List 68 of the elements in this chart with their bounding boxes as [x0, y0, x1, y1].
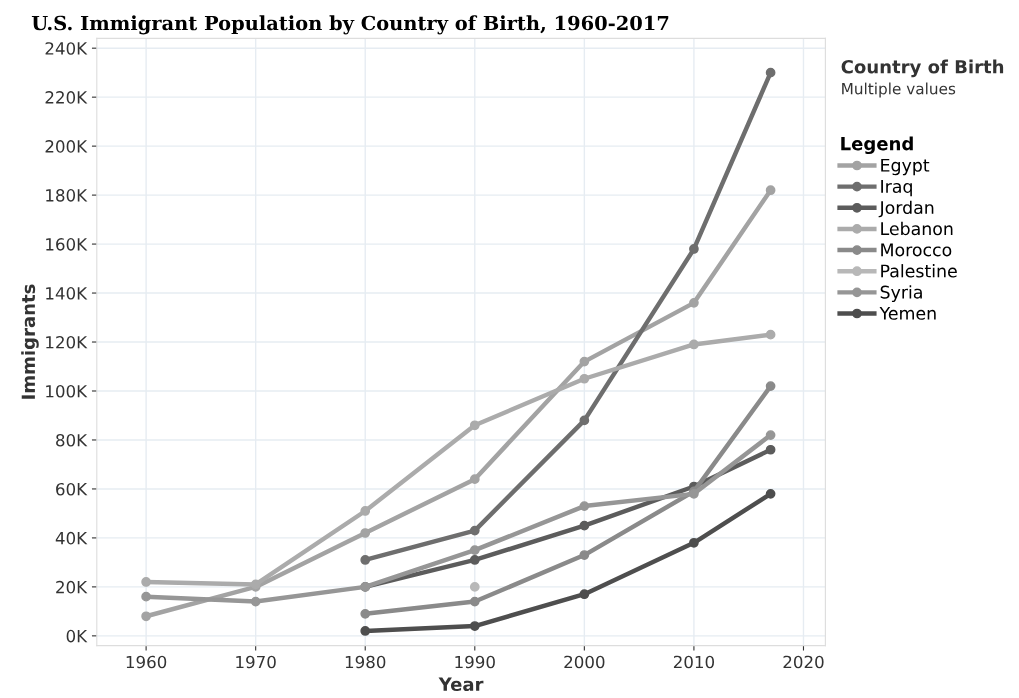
point	[765, 381, 776, 391]
point	[250, 596, 261, 607]
point	[765, 67, 776, 78]
x-tick-label: 1970	[236, 655, 276, 669]
point	[689, 244, 699, 254]
point	[469, 555, 480, 565]
y-tick-label: 20K	[56, 580, 88, 594]
point	[141, 611, 151, 622]
text: Country of Birth	[841, 59, 1004, 78]
x-tick-label: 2020	[783, 655, 824, 669]
y-tick-label: 120K	[46, 335, 88, 349]
y-tick-label: 160K	[46, 238, 88, 251]
x-tick-label: 2010	[673, 655, 715, 669]
x-tick-label: 1980	[345, 655, 386, 669]
point	[469, 474, 480, 485]
point	[469, 596, 480, 607]
y-tick-label: 0K	[66, 629, 88, 643]
point	[765, 185, 776, 196]
legend-label: Lebanon	[881, 221, 953, 236]
y-tick-label: 180K	[46, 189, 88, 202]
point	[579, 373, 590, 384]
y-tick-label: 40K	[55, 531, 88, 545]
point	[579, 501, 590, 511]
point	[765, 329, 776, 340]
y-tick-label: 100K	[46, 384, 88, 398]
y-tick-label: 200K	[45, 140, 88, 153]
legend-title: Legend	[841, 136, 913, 155]
x-tick-label: 1960	[126, 655, 167, 669]
text: Multiple values	[842, 82, 956, 98]
point	[360, 528, 371, 538]
y-tick-label: 240K	[45, 42, 88, 55]
y-tick-label: 140K	[46, 287, 88, 300]
legend-label: Jordan	[878, 200, 934, 218]
x-axis-title: Year	[438, 677, 484, 692]
y-axis-title: Immigrants	[21, 284, 39, 399]
point	[469, 420, 480, 431]
point	[141, 591, 151, 602]
x-tick-label: 2000	[564, 655, 605, 669]
y-tick-label: 80K	[56, 433, 88, 447]
legend-label: Egypt	[881, 158, 930, 176]
legend-label: Iraq	[881, 180, 912, 197]
point	[360, 555, 371, 565]
legend-label: Syria	[880, 285, 922, 303]
point	[579, 520, 590, 531]
point	[360, 506, 371, 516]
point	[689, 297, 699, 308]
y-tick-label: 60K	[56, 482, 88, 496]
legend-label: Morocco	[881, 243, 952, 257]
point	[360, 626, 371, 636]
point	[469, 621, 480, 631]
x-tick-label: 1990	[455, 655, 495, 669]
point	[141, 577, 151, 587]
point	[579, 550, 590, 560]
y-tick-label: 220K	[45, 91, 88, 104]
point	[765, 430, 776, 440]
point	[689, 537, 699, 548]
point	[360, 608, 371, 619]
point	[579, 356, 590, 367]
point	[765, 444, 776, 455]
point	[689, 339, 699, 350]
legend-label: Yemen	[879, 306, 936, 320]
legend-label: Palestine	[881, 264, 957, 278]
point	[579, 589, 590, 600]
point	[579, 415, 590, 426]
chart-title: U.S. Immigrant Population by Country of Birth, 1960-2017	[31, 15, 669, 35]
point	[469, 525, 480, 536]
point	[469, 545, 480, 556]
point	[765, 488, 776, 499]
